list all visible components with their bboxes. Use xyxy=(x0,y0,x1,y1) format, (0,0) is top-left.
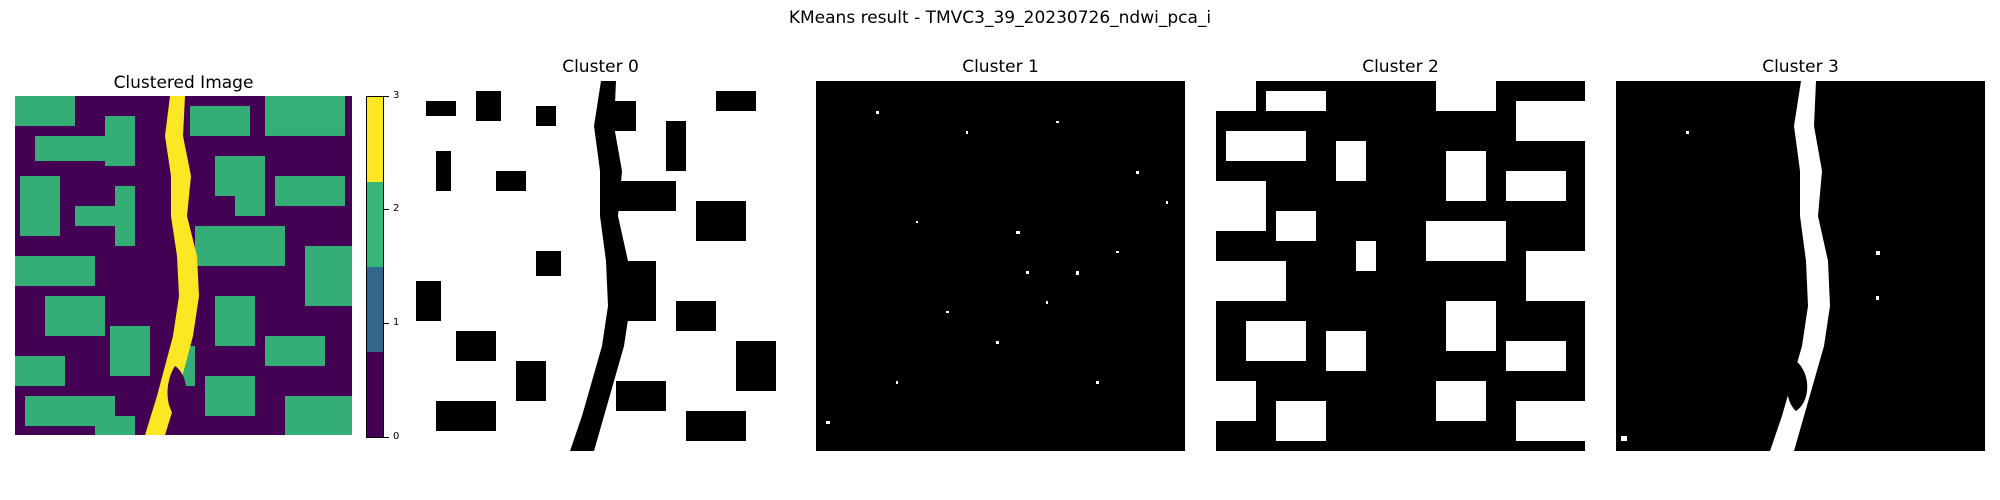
cluster-2-title: Cluster 2 xyxy=(1362,57,1439,77)
cluster-0-title: Cluster 0 xyxy=(562,57,639,77)
cluster-3-image xyxy=(1616,81,1985,451)
colorbar-label-3: 3 xyxy=(393,90,400,101)
colorbar-segment-0 xyxy=(367,352,383,437)
colorbar-segment-1 xyxy=(367,267,383,352)
colorbar-segment-2 xyxy=(367,182,383,267)
clustered-image-title: Clustered Image xyxy=(113,73,254,93)
cluster-3-title: Cluster 3 xyxy=(1762,57,1839,77)
cluster-2-image xyxy=(1216,81,1585,451)
colorbar-tick-1 xyxy=(384,323,389,324)
clustered-image xyxy=(15,96,352,435)
colorbar-label-2: 2 xyxy=(393,203,400,214)
colorbar-label-1: 1 xyxy=(393,317,400,328)
colorbar-tick-2 xyxy=(384,209,389,210)
colorbar-label-0: 0 xyxy=(393,431,400,442)
cluster-0-image xyxy=(416,81,785,451)
colorbar-tick-0 xyxy=(384,437,389,438)
colorbar xyxy=(366,96,384,438)
figure-title: KMeans result - TMVC3_39_20230726_ndwi_p… xyxy=(788,8,1212,28)
cluster-1-title: Cluster 1 xyxy=(962,57,1039,77)
cluster-1-image xyxy=(816,81,1185,451)
colorbar-tick-3 xyxy=(384,96,389,97)
colorbar-segment-3 xyxy=(367,97,383,182)
